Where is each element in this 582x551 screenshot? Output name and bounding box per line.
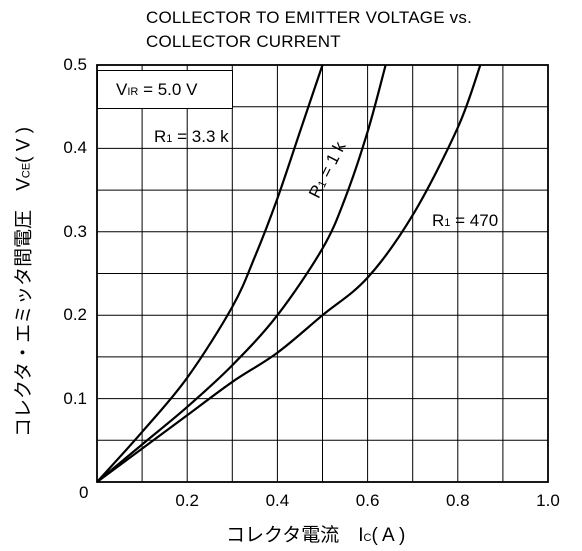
x-axis-symbol: I — [358, 525, 364, 546]
series-lines — [96, 64, 482, 483]
y-tick-label: 0.3 — [63, 221, 87, 241]
label-symbol: R — [432, 211, 445, 230]
y-tick-label: 0.5 — [63, 55, 87, 74]
x-tick-label: 0.6 — [355, 491, 380, 510]
label-text: = 470 — [450, 211, 499, 230]
y-axis-symbol: V — [13, 178, 35, 191]
y-axis-label-container: コレクタ・エミッタ間電圧 VCE( V ) — [8, 97, 36, 467]
series-label-r1-3-3k: R1 = 3.3 k — [154, 128, 229, 145]
y-axis-label-text: コレクタ・エミッタ間電圧 — [13, 190, 35, 438]
y-tick-label: 0.1 — [63, 388, 87, 408]
x-axis-subscript: C — [363, 532, 372, 544]
x-tick-label: 0.4 — [265, 491, 290, 510]
y-tick-label: 0.2 — [63, 305, 87, 325]
label-subscript: 1 — [444, 217, 451, 229]
label-symbol: R — [154, 127, 167, 146]
condition-symbol: V — [116, 80, 128, 99]
chart-title-line-2: COLLECTOR CURRENT — [146, 32, 341, 51]
condition-box: VIR = 5.0 V — [97, 70, 233, 109]
label-subscript: 1 — [166, 133, 173, 145]
x-tick-label: 1.0 — [536, 491, 560, 510]
condition-subscript: IR — [127, 86, 139, 98]
condition-text: VIR = 5.0 V — [116, 81, 197, 98]
condition-value: = 5.0 V — [138, 80, 198, 99]
y-axis-unit: ( V ) — [13, 126, 35, 163]
series-label-r1-470: R1 = 470 — [432, 212, 498, 229]
y-axis-label: コレクタ・エミッタ間電圧 VCE( V ) — [9, 127, 36, 437]
x-tick-label: 0.2 — [175, 491, 200, 510]
chart-title-line-1: COLLECTOR TO EMITTER VOLTAGE vs. — [146, 8, 472, 27]
origin-label: 0 — [79, 483, 89, 502]
label-text: = 3.3 k — [172, 127, 229, 146]
x-axis-label: コレクタ電流 IC( A ) — [226, 526, 405, 545]
series-line-1 — [96, 64, 387, 483]
series-line-0 — [96, 64, 324, 483]
plot-frame — [96, 64, 549, 483]
y-axis-subscript: CE — [20, 162, 33, 179]
x-tick-label: 0.8 — [445, 491, 470, 510]
x-axis-unit: ( A ) — [371, 525, 406, 546]
y-tick-label: 0.4 — [63, 138, 87, 158]
series-line-2 — [96, 64, 482, 483]
x-axis-label-text: コレクタ電流 — [226, 525, 359, 546]
